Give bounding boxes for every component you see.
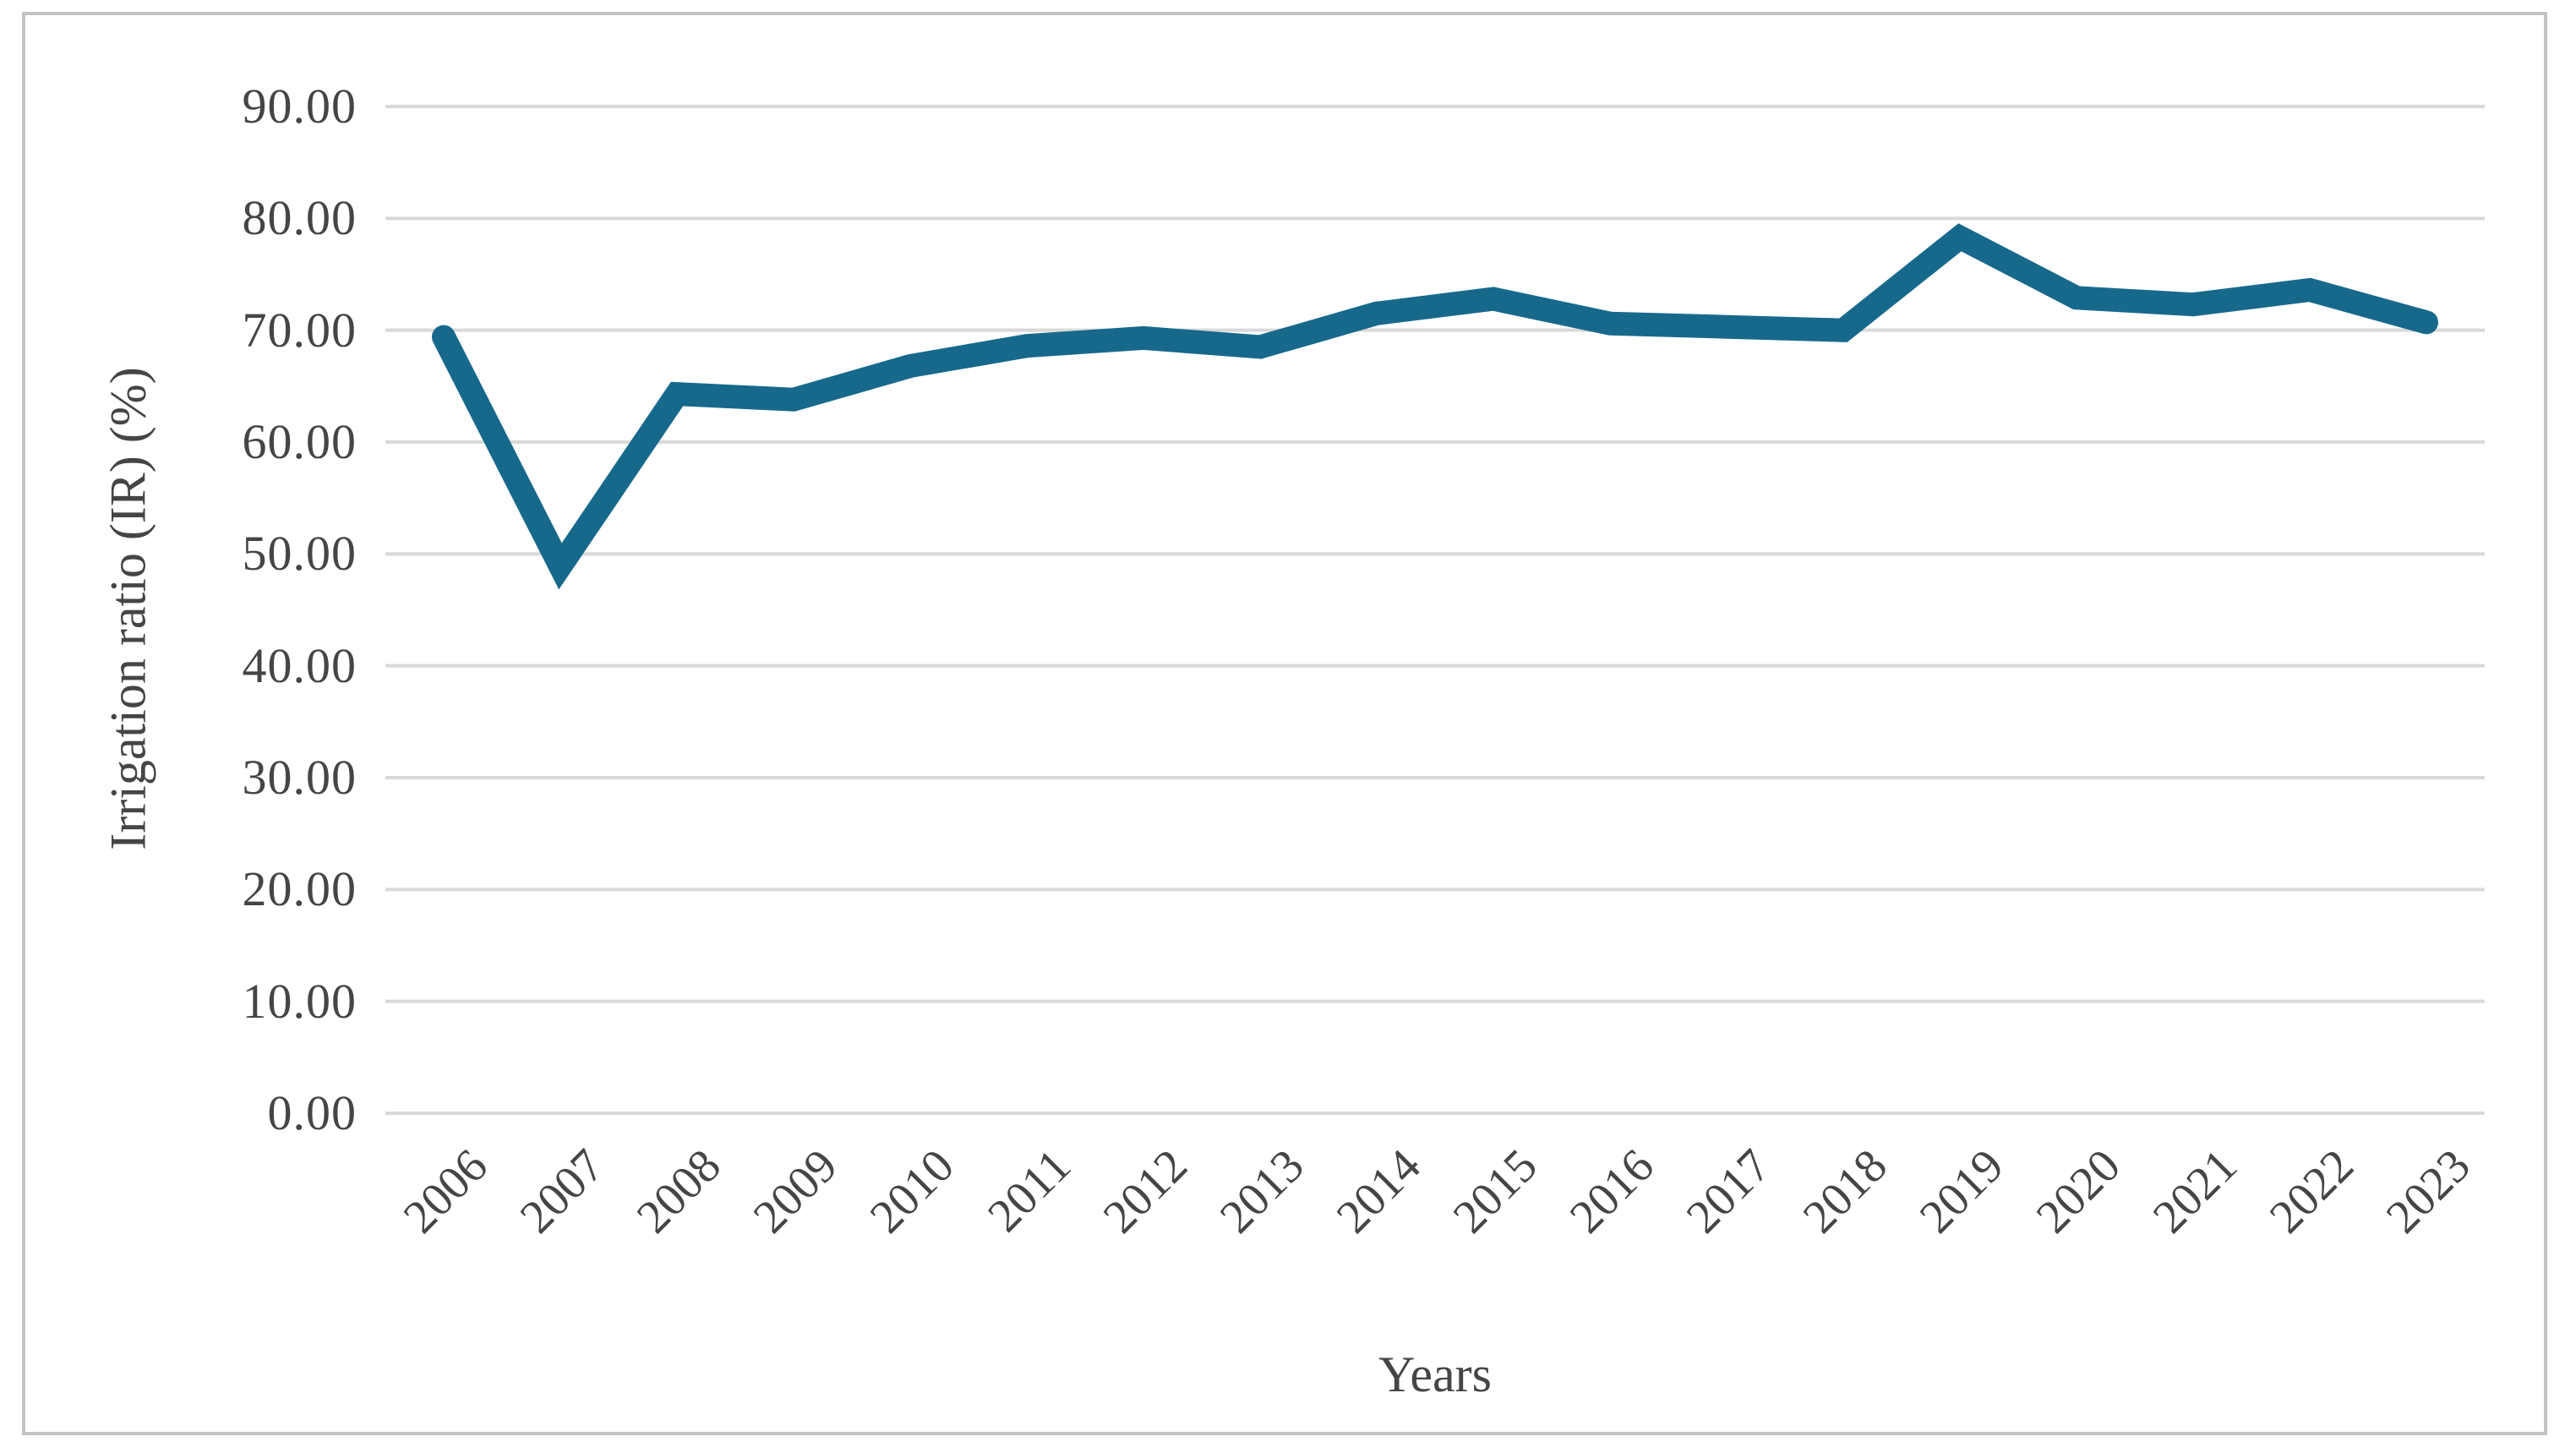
gridlines	[385, 105, 2485, 1115]
y-tick-label-90.00: 90.00	[242, 79, 357, 134]
y-tick-label-0.00: 0.00	[267, 1085, 357, 1140]
y-tick-label-60.00: 60.00	[242, 414, 357, 469]
y-tick-label-50.00: 50.00	[242, 526, 357, 582]
y-axis-title: Irrigation ratio (IR) (%)	[100, 367, 156, 850]
y-tick-label-70.00: 70.00	[242, 302, 357, 358]
y-tick-label-40.00: 40.00	[242, 637, 357, 693]
y-tick-label-80.00: 80.00	[242, 190, 357, 246]
irrigation-ratio-series	[432, 223, 2438, 590]
chart-frame	[22, 12, 2547, 1435]
y-tick-label-10.00: 10.00	[242, 973, 357, 1029]
irrigation-ratio-line	[432, 223, 2438, 590]
x-axis-title: Years	[1378, 1346, 1492, 1402]
y-tick-label-30.00: 30.00	[242, 750, 357, 805]
y-tick-label-20.00: 20.00	[242, 861, 357, 917]
